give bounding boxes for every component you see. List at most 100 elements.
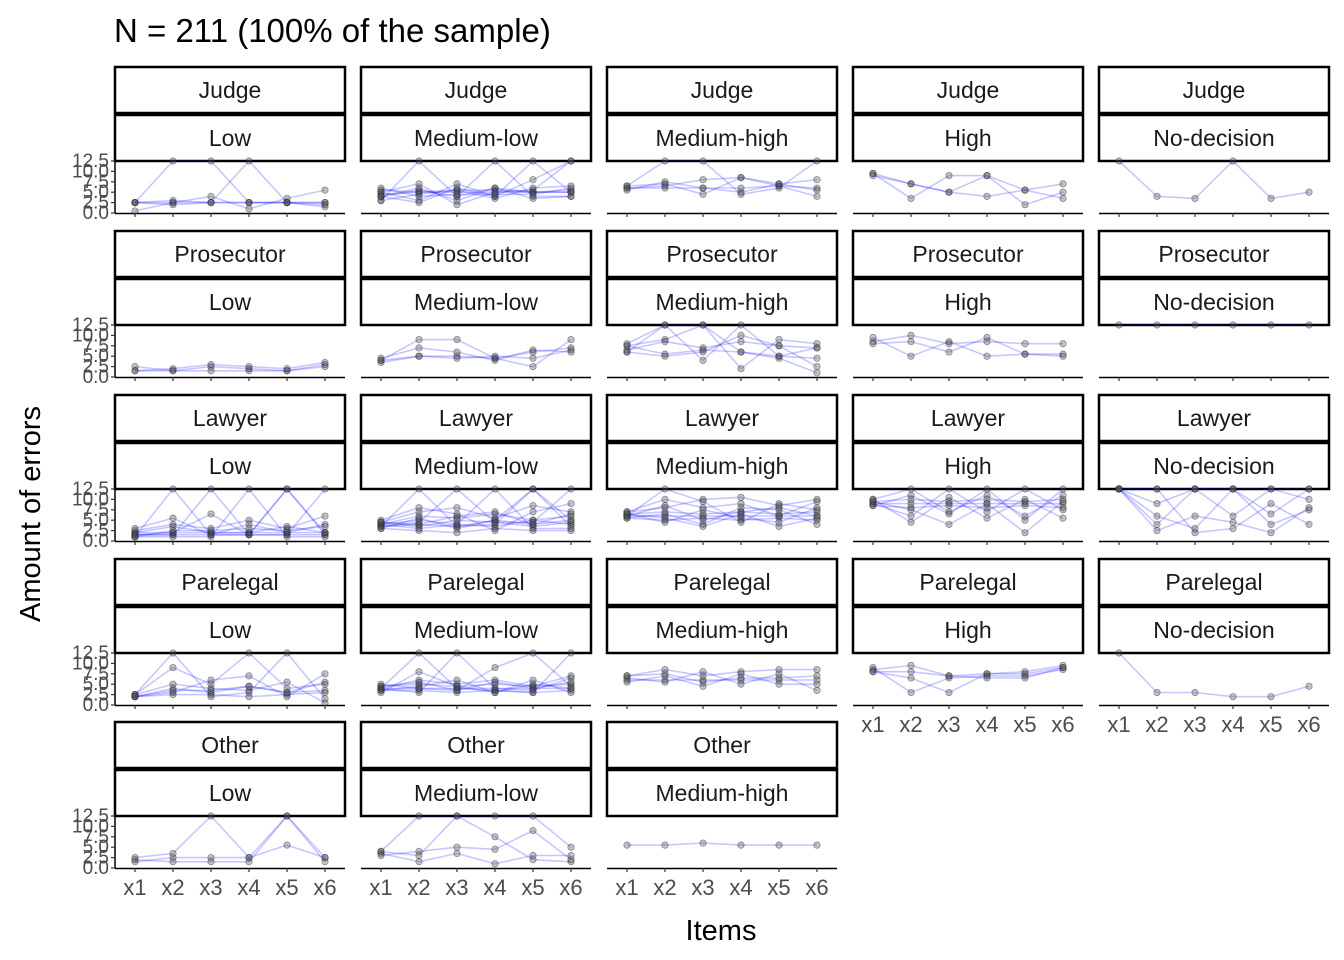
y-tick-label: 7.5 (83, 664, 109, 685)
series-line (134, 199, 326, 206)
data-point (283, 365, 291, 373)
series-line (380, 829, 572, 861)
data-point (491, 524, 499, 533)
data-point (775, 522, 783, 531)
data-point (529, 192, 537, 200)
y-tick-label: 0.0 (83, 695, 109, 716)
data-point (737, 348, 745, 356)
data-point (907, 485, 915, 493)
series-line (872, 174, 1064, 200)
data-point (983, 333, 991, 342)
data-point (1021, 497, 1029, 506)
series-line (134, 814, 326, 863)
panel-lawyer-medium-high: Lawyer Medium-high (605, 393, 839, 545)
panel-prosecutor-medium-low: Prosecutor Medium-low (359, 229, 593, 381)
data-point (283, 533, 291, 541)
data-point (169, 485, 177, 493)
strip-row-box (851, 557, 1085, 607)
data-point (623, 342, 631, 350)
series-line (626, 670, 818, 692)
data-point (567, 346, 575, 354)
strip-col-box (359, 605, 593, 655)
data-point (283, 812, 291, 820)
data-point (131, 533, 139, 541)
data-point (377, 518, 385, 526)
data-point (813, 176, 821, 184)
data-point (245, 367, 253, 375)
data-point (737, 674, 745, 682)
data-point (1305, 188, 1313, 196)
data-point (907, 180, 915, 188)
data-point (661, 508, 669, 516)
data-point (869, 502, 877, 510)
strip-row-box (605, 229, 839, 279)
data-point (207, 853, 215, 862)
data-point (245, 205, 253, 213)
data-point (567, 520, 575, 528)
data-point (453, 682, 461, 690)
x-tick-label: x1 (123, 875, 146, 900)
series-line (380, 683, 572, 688)
strip-col-box (851, 277, 1085, 327)
data-point (699, 510, 707, 518)
data-point (207, 485, 215, 493)
data-point (661, 670, 669, 678)
data-point (245, 858, 253, 866)
x-tick-label: x4 (237, 875, 260, 900)
data-point (1191, 485, 1199, 493)
data-point (453, 686, 461, 695)
data-point (453, 684, 461, 692)
data-point (453, 201, 461, 209)
data-point (453, 186, 461, 194)
data-point (775, 499, 783, 508)
data-point (1305, 504, 1313, 512)
data-point (377, 518, 385, 526)
series-line (872, 488, 1064, 522)
data-point (283, 841, 291, 849)
data-point (415, 516, 423, 524)
data-point (415, 157, 423, 165)
y-tick-label: 10.0 (72, 325, 109, 346)
data-point (415, 512, 423, 520)
panel-parelegal-medium-low: Parelegal Medium-low (359, 557, 593, 709)
data-point (907, 495, 915, 503)
strip-row-box (851, 393, 1085, 443)
data-point (529, 188, 537, 196)
data-point (869, 668, 877, 676)
data-point (207, 680, 215, 688)
strip-row-box (359, 720, 593, 770)
data-point (321, 670, 329, 678)
strip-col-box (851, 441, 1085, 491)
strip-row-box (359, 229, 593, 279)
data-point (453, 354, 461, 362)
data-point (737, 516, 745, 524)
strip-row-box (113, 720, 347, 770)
data-point (131, 531, 139, 539)
strip-row-label: Judge (1183, 77, 1246, 103)
data-point (567, 526, 575, 535)
data-point (283, 367, 291, 375)
data-point (737, 518, 745, 526)
data-point (321, 699, 329, 707)
data-point (453, 680, 461, 688)
data-point (1267, 194, 1275, 203)
data-point (1021, 186, 1029, 194)
data-point (321, 360, 329, 369)
data-point (623, 340, 631, 348)
strip-col-label: Low (209, 453, 252, 479)
data-point (415, 352, 423, 360)
data-point (207, 686, 215, 695)
data-point (169, 199, 177, 207)
data-point (699, 676, 707, 684)
strip-row-label: Lawyer (685, 405, 759, 431)
data-point (567, 348, 575, 356)
data-point (529, 186, 537, 194)
data-point (1059, 352, 1067, 360)
data-point (415, 190, 423, 198)
data-point (529, 520, 537, 528)
data-point (1115, 321, 1123, 329)
data-point (1115, 485, 1123, 493)
data-point (737, 348, 745, 356)
data-point (567, 684, 575, 692)
data-point (321, 531, 329, 539)
